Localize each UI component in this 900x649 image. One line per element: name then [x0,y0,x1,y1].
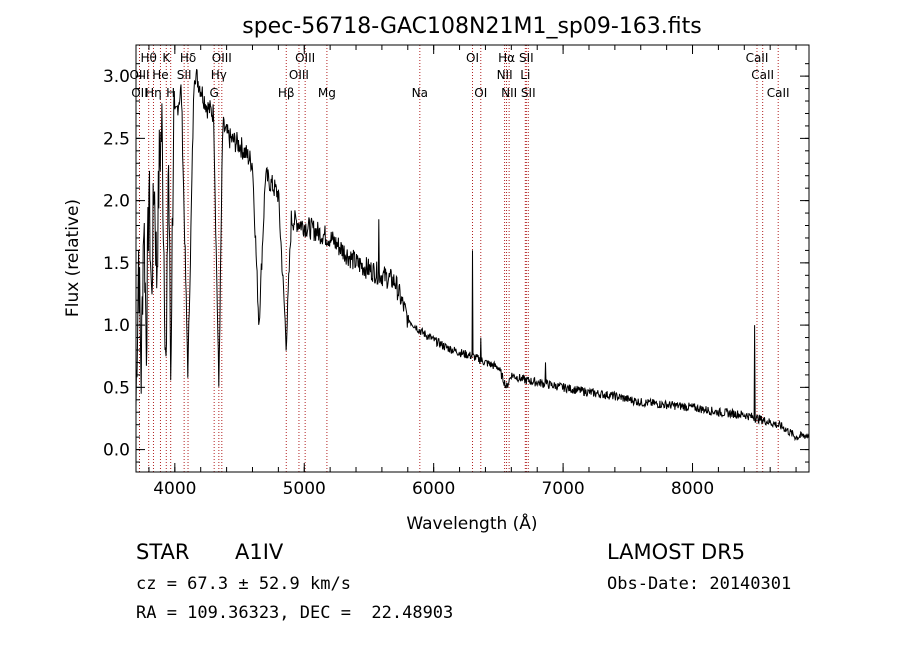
y-tick-label: 2.0 [103,192,130,212]
observation-date: Obs-Date: 20140301 [607,574,792,594]
y-tick-label: 2.5 [103,129,130,149]
line-marker-label: NII [501,86,517,100]
line-marker-label: CaII [767,86,790,100]
line-marker-label: Hθ [140,51,156,65]
x-tick-label: 7000 [541,479,584,499]
sky-coordinates: RA = 109.36323, DEC = 22.48903 [136,603,454,623]
x-axis-label: Wavelength (Å) [406,512,537,534]
line-marker-label: Li [520,68,530,82]
line-marker-label: NII [497,68,513,82]
object-class: STAR [136,540,190,564]
y-axis: 0.0 0.5 1.0 1.5 2.0 2.5 3.0 [103,63,809,463]
x-tick-label: 6000 [412,479,455,499]
line-marker-label: Hη [145,86,162,100]
x-tick-label: 5000 [283,479,326,499]
y-axis-label: Flux (relative) [63,199,83,317]
plot-frame [135,44,810,473]
line-marker-label: K [162,51,171,65]
line-marker-label: Hα [498,51,515,65]
x-axis: 4000 5000 6000 7000 8000 [148,45,797,499]
line-marker-label: G [210,86,219,100]
y-tick-label: 0.0 [103,441,130,461]
line-marker-label: Na [412,86,428,100]
line-markers [138,45,779,472]
line-marker-label: SII [521,86,536,100]
line-marker-label: CaII [746,51,769,65]
line-marker-label: CaII [751,68,774,82]
object-subclass: A1IV [235,540,284,564]
line-marker-label: SII [177,68,192,82]
chart-title: spec-56718-GAC108N21M1_sp09-163.fits [242,14,702,39]
survey-name: LAMOST DR5 [607,540,746,564]
x-tick-label: 4000 [153,479,196,499]
line-marker-label: OIII [212,51,232,65]
line-marker-label: Hβ [278,86,295,100]
line-marker-label: OIII [129,68,149,82]
line-marker-label: OI [474,86,487,100]
line-marker-label: OI [466,51,479,65]
y-tick-label: 0.5 [103,378,130,398]
x-tick-label: 8000 [671,479,714,499]
redshift-value: cz = 67.3 ± 52.9 km/s [136,574,351,594]
line-marker-label: OIII [289,68,309,82]
line-marker-label: OII [131,86,148,100]
spectrum-line [135,69,810,442]
y-tick-label: 3.0 [103,67,130,87]
line-marker-label: OIII [295,51,315,65]
line-marker-label: H [166,86,175,100]
line-marker-label: Hγ [211,68,227,82]
line-marker-label: Hδ [180,51,196,65]
y-tick-label: 1.0 [103,316,130,336]
line-marker-label: Mg [318,86,336,100]
y-tick-label: 1.5 [103,254,130,274]
line-marker-label: SII [519,51,534,65]
line-marker-label: He [152,68,168,82]
